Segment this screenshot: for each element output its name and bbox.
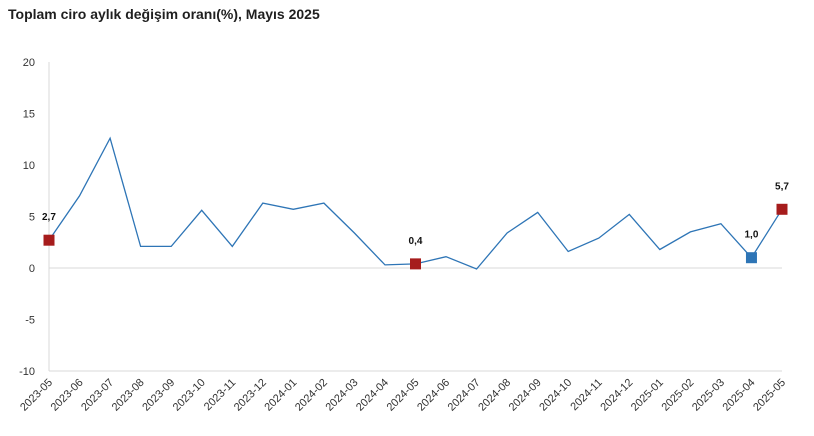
x-tick-label: 2024-04 (354, 377, 391, 414)
x-tick-label: 2024-08 (476, 377, 513, 414)
x-tick-label: 2024-05 (385, 377, 422, 414)
x-tick-label: 2023-07 (79, 377, 116, 414)
x-tick-label: 2023-05 (18, 377, 55, 414)
x-tick-label: 2023-12 (232, 377, 269, 414)
x-tick-label: 2025-04 (721, 377, 758, 414)
x-tick-label: 2025-05 (751, 377, 788, 414)
data-label: 2,7 (42, 212, 56, 223)
y-tick-label: 15 (23, 109, 35, 121)
series-line (48, 136, 783, 270)
y-tick-label: 20 (23, 57, 35, 69)
y-tick-label: 0 (29, 263, 35, 275)
x-tick-label: 2025-01 (629, 377, 666, 414)
highlight-marker (776, 203, 788, 215)
highlight-markers: 2,7 0,4 1,0 5,7 (42, 181, 789, 270)
x-tick-label: 2023-11 (202, 377, 238, 413)
x-tick-label: 2024-10 (537, 377, 574, 414)
data-label: 5,7 (775, 181, 789, 192)
x-axis-ticks: 2023-052023-062023-072023-082023-092023-… (18, 377, 788, 414)
x-tick-label: 2023-09 (140, 377, 177, 414)
data-label: 0,4 (409, 236, 423, 247)
x-tick-label: 2024-09 (507, 377, 544, 414)
y-axis-ticks: 20 15 10 5 0 -5 -10 (19, 57, 35, 378)
x-tick-label: 2024-03 (324, 377, 361, 414)
chart-title: Toplam ciro aylık değişim oranı(%), Mayı… (8, 6, 320, 22)
y-tick-label: 10 (23, 160, 35, 172)
highlight-marker (410, 258, 421, 270)
x-tick-label: 2023-08 (110, 377, 147, 414)
x-tick-label: 2023-06 (49, 377, 86, 414)
y-tick-label: -10 (19, 366, 35, 378)
x-tick-label: 2024-06 (415, 377, 452, 414)
x-tick-label: 2025-02 (659, 377, 696, 414)
x-tick-label: 2024-07 (446, 377, 483, 414)
y-tick-label: -5 (25, 315, 35, 327)
x-tick-label: 2024-12 (598, 377, 635, 414)
x-tick-label: 2025-03 (690, 377, 727, 414)
highlight-marker (745, 252, 757, 264)
x-tick-label: 2024-02 (293, 377, 330, 414)
x-tick-label: 2023-10 (171, 377, 208, 414)
data-label: 1,0 (745, 230, 759, 241)
highlight-marker (43, 234, 55, 246)
x-tick-label: 2024-11 (568, 377, 604, 413)
y-tick-label: 5 (29, 212, 35, 224)
x-tick-label: 2024-01 (262, 377, 299, 414)
